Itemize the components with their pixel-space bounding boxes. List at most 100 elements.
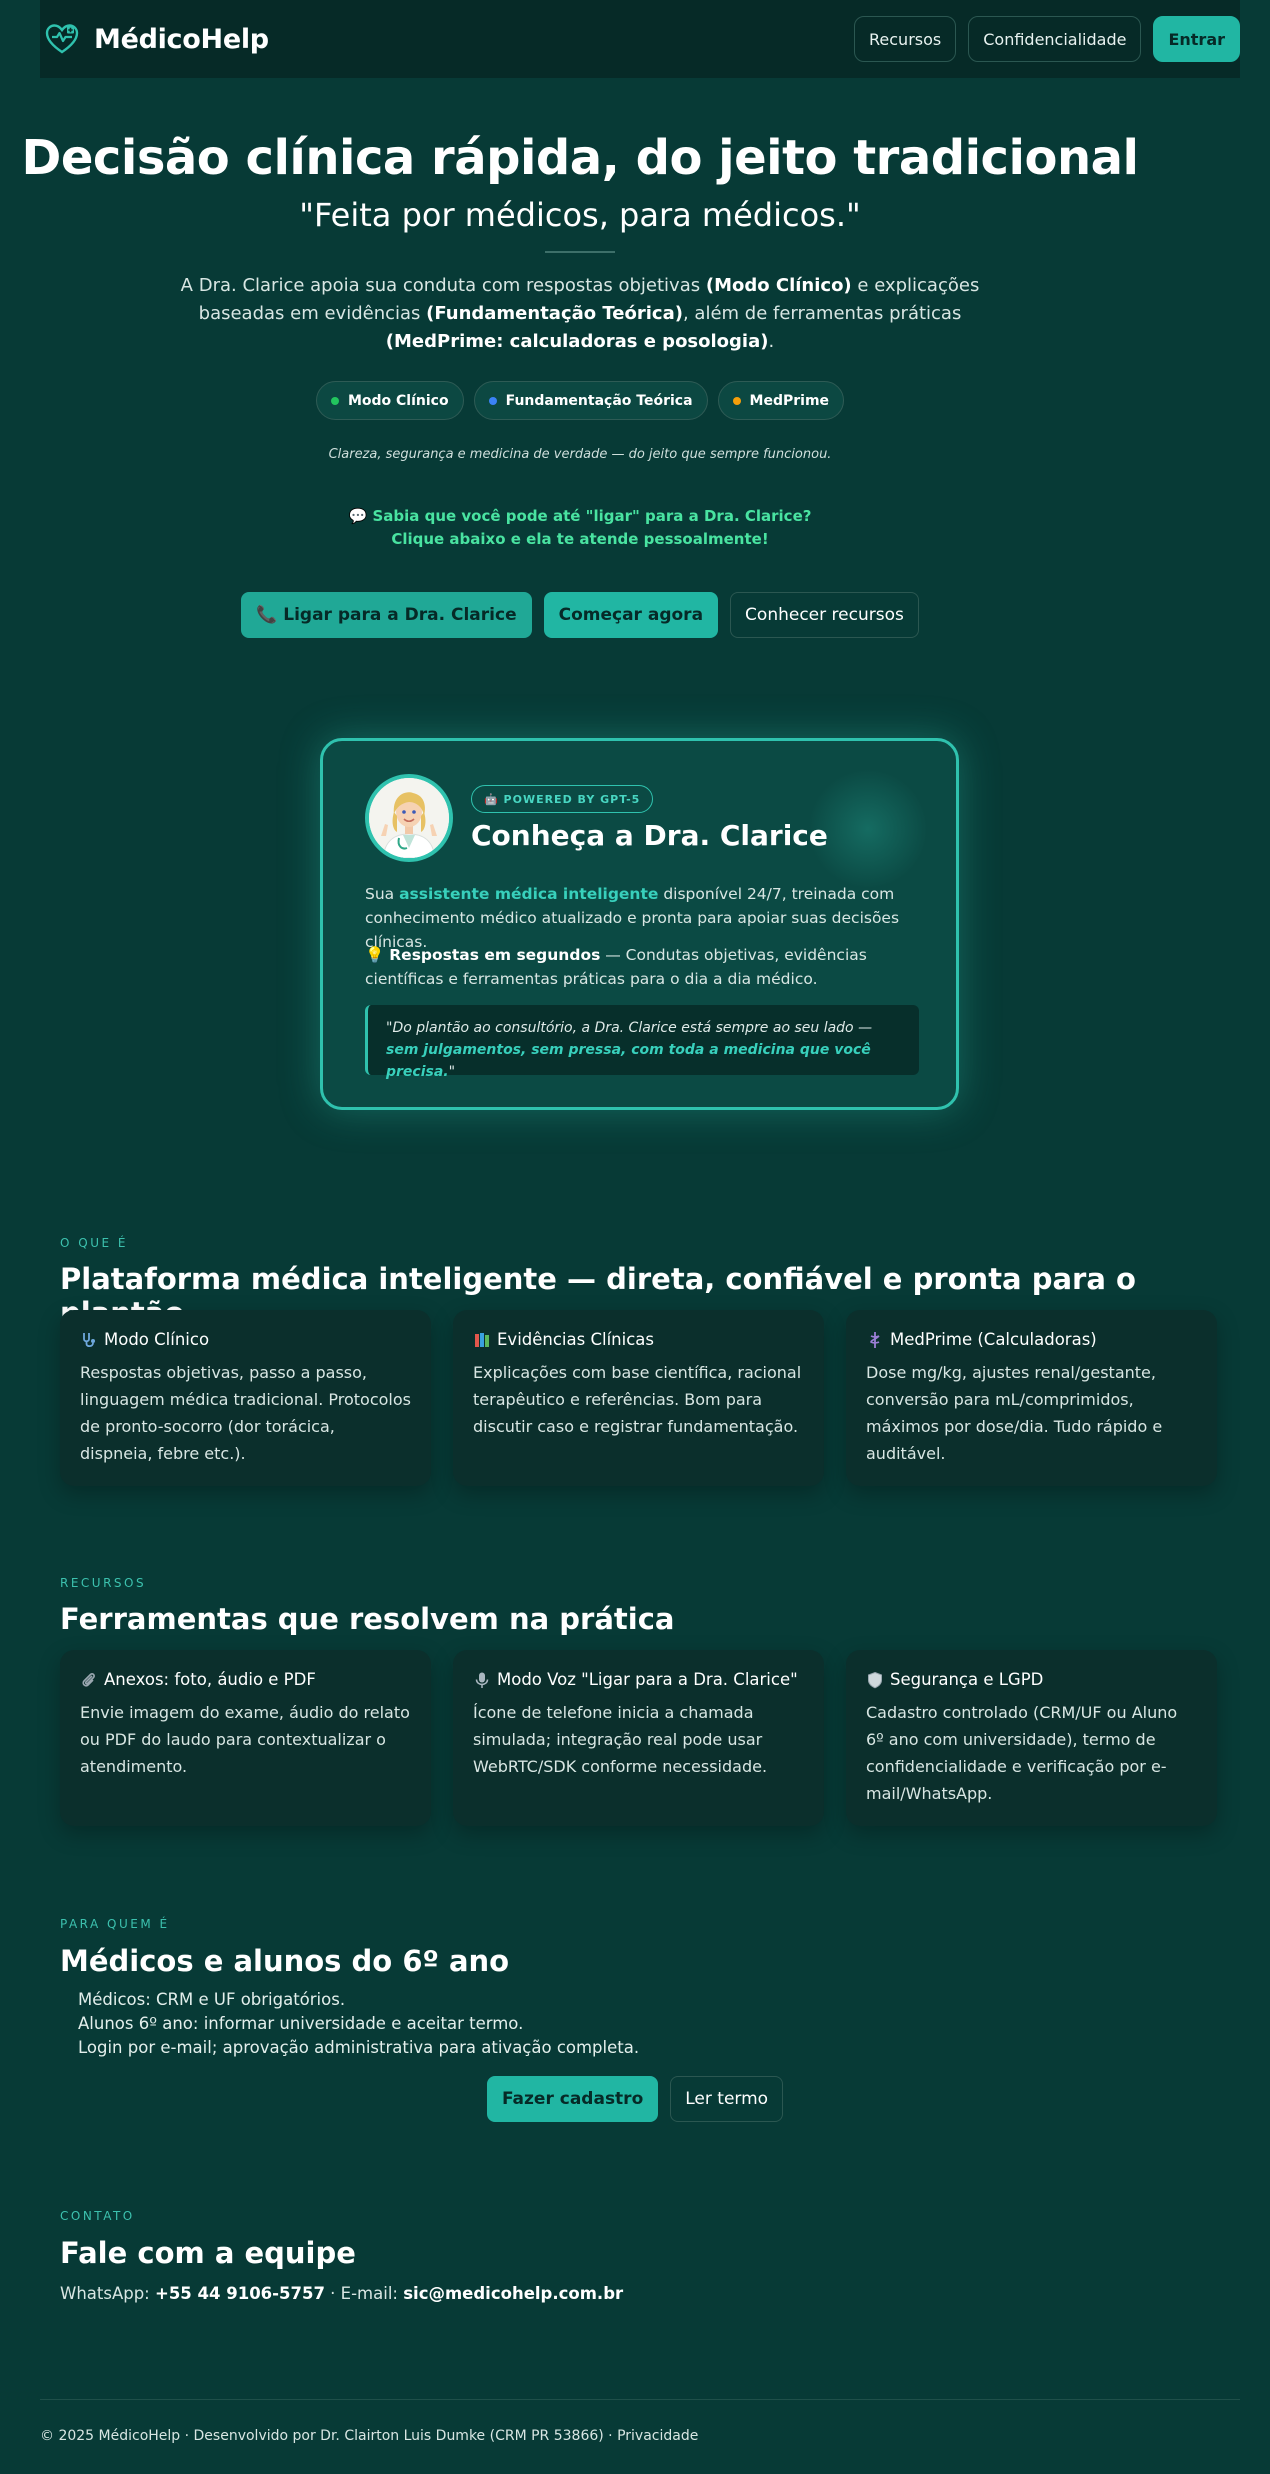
clarice-quote: "Do plantão ao consultório, a Dra. Clari… [365, 1005, 919, 1080]
footer-divider [40, 2399, 1240, 2400]
clarice-bold: Respostas em segundos [389, 946, 601, 964]
list-item: Alunos 6º ano: informar universidade e a… [78, 2014, 524, 2033]
quote-text: "Do plantão ao consultório, a Dra. Clari… [386, 1020, 873, 1036]
clarice-avatar [365, 774, 453, 862]
hero-desc-bold: (Modo Clínico) [705, 275, 852, 296]
resources-cards: Anexos: foto, áudio e PDF Envie imagem d… [60, 1650, 1218, 1826]
whatsapp-label: WhatsApp: [60, 2284, 155, 2303]
hero-desc-bold: (Fundamentação Teórica) [426, 303, 683, 324]
card-body: Envie imagem do exame, áudio do relato o… [80, 1703, 410, 1776]
call-hint-line: 💬 Sabia que você pode até "ligar" para a… [348, 507, 812, 525]
pill-label: MedPrime [749, 392, 830, 409]
what-cards: Modo Clínico Respostas objetivas, passo … [60, 1310, 1218, 1486]
brand-name: MédicoHelp [94, 23, 269, 55]
card-modo-voz: Modo Voz "Ligar para a Dra. Clarice" Íco… [453, 1650, 824, 1826]
read-terms-button[interactable]: Ler termo [670, 2076, 784, 2122]
clarice-text: Sua [365, 885, 400, 903]
contact-title: Fale com a equipe [60, 2236, 356, 2270]
audience-ctas: Fazer cadastro Ler termo [0, 2076, 1270, 2122]
clarice-card: 🤖 POWERED BY GPT-5 Conheça a Dra. Claric… [320, 738, 959, 1110]
signup-button[interactable]: Fazer cadastro [486, 2076, 659, 2122]
gpt-badge: 🤖 POWERED BY GPT-5 [471, 785, 654, 813]
card-title: Evidências Clínicas [497, 1330, 654, 1349]
card-title: MedPrime (Calculadoras) [890, 1330, 1097, 1349]
hero-divider [545, 251, 615, 253]
login-button[interactable]: Entrar [1153, 16, 1240, 62]
audience-eyebrow: PARA QUEM É [60, 1917, 170, 1931]
card-modo-clinico: Modo Clínico Respostas objetivas, passo … [60, 1310, 431, 1486]
clarice-title: Conheça a Dra. Clarice [471, 819, 828, 852]
card-title: Anexos: foto, áudio e PDF [104, 1670, 316, 1689]
audience-list: Médicos: CRM e UF obrigatórios. Alunos 6… [78, 1988, 639, 2060]
list-item: Login por e-mail; aprovação administrati… [78, 2038, 640, 2057]
pill-medprime: MedPrime [717, 381, 845, 420]
top-nav: Recursos Confidencialidade Entrar [854, 16, 1240, 62]
nav-confidencialidade-button[interactable]: Confidencialidade [968, 16, 1142, 62]
card-medprime: MedPrime (Calculadoras) Dose mg/kg, ajus… [846, 1310, 1217, 1486]
hero-title: Decisão clínica rápida, do jeito tradici… [21, 130, 1139, 186]
orange-dot-icon [732, 396, 741, 405]
whatsapp-number[interactable]: +55 44 9106-5757 [155, 2284, 325, 2303]
clarice-text: disponível 24/7, treinada com conhecimen… [365, 885, 900, 951]
card-title-row: Modo Clínico [80, 1330, 411, 1349]
card-title-row: Segurança e LGPD [866, 1670, 1197, 1689]
audience-title: Médicos e alunos do 6º ano [60, 1944, 510, 1978]
hero-desc-text: e explicações baseadas em evidências [198, 275, 980, 324]
mode-pills: Modo Clínico Fundamentação Teórica MedPr… [0, 381, 1160, 420]
what-eyebrow: O QUE É [60, 1236, 128, 1250]
hero-subtitle: "Feita por médicos, para médicos." [299, 196, 861, 234]
card-title-row: Modo Voz "Ligar para a Dra. Clarice" [473, 1670, 804, 1689]
resources-title: Ferramentas que resolvem na prática [60, 1602, 675, 1636]
card-title: Modo Voz "Ligar para a Dra. Clarice" [497, 1670, 798, 1689]
call-hint-line: Clique abaixo e ela te atende pessoalmen… [391, 530, 769, 548]
brand[interactable]: MédicoHelp [44, 21, 269, 57]
card-seguranca: Segurança e LGPD Cadastro controlado (CR… [846, 1650, 1217, 1826]
footer-text: © 2025 MédicoHelp · Desenvolvido por Dr.… [40, 2428, 699, 2444]
contact-line: WhatsApp: +55 44 9106-5757 · E-mail: sic… [60, 2284, 623, 2303]
see-features-button[interactable]: Conhecer recursos [730, 592, 919, 638]
top-header: MédicoHelp Recursos Confidencialidade En… [40, 0, 1240, 78]
list-item: Médicos: CRM e UF obrigatórios. [78, 1990, 346, 2009]
clarice-highlight: assistente médica inteligente [399, 885, 659, 903]
books-icon [475, 1332, 489, 1347]
doctor-avatar-icon [369, 778, 449, 858]
pill-fundamentacao: Fundamentação Teórica [473, 381, 708, 420]
pill-label: Fundamentação Teórica [505, 392, 693, 409]
quote-text: " [448, 1064, 456, 1080]
stethoscope-icon [83, 1332, 95, 1347]
card-evidencias: Evidências Clínicas Explicações com base… [453, 1310, 824, 1486]
hero-desc-text: A Dra. Clarice apoia sua conduta com res… [180, 275, 706, 296]
hero-tagline: Clareza, segurança e medicina de verdade… [328, 447, 832, 462]
card-body: Ícone de telefone inicia a chamada simul… [473, 1703, 768, 1776]
hero-desc-text: , além de ferramentas práticas [682, 303, 962, 324]
card-title: Segurança e LGPD [890, 1670, 1044, 1689]
clarice-text: — Condutas objetivas, evidências científ… [365, 946, 867, 988]
clarice-intro: Sua assistente médica inteligente dispon… [365, 882, 925, 954]
card-title: Modo Clínico [104, 1330, 210, 1349]
contact-eyebrow: CONTATO [60, 2209, 135, 2223]
card-body: Explicações com base científica, raciona… [473, 1363, 802, 1436]
microphone-icon [475, 1672, 489, 1688]
nav-recursos-button[interactable]: Recursos [854, 16, 957, 62]
call-clarice-button[interactable]: 📞 Ligar para a Dra. Clarice [241, 592, 532, 638]
quote-highlight: sem julgamentos, sem pressa, com toda a … [386, 1042, 871, 1080]
resources-eyebrow: RECURSOS [60, 1576, 147, 1590]
pill-label: Modo Clínico [347, 392, 449, 409]
card-anexos: Anexos: foto, áudio e PDF Envie imagem d… [60, 1650, 431, 1826]
card-glow [808, 769, 928, 889]
caduceus-icon [870, 1331, 880, 1348]
lightbulb-icon: 💡 [365, 946, 385, 964]
hero-desc-bold: (MedPrime: calculadoras e posologia) [385, 331, 769, 352]
shield-icon [868, 1671, 882, 1688]
email-address[interactable]: sic@medicohelp.com.br [403, 2284, 624, 2303]
card-title-row: Anexos: foto, áudio e PDF [80, 1670, 411, 1689]
hero-description: A Dra. Clarice apoia sua conduta com res… [180, 272, 980, 356]
hero-desc-text: . [768, 331, 775, 352]
call-hint: 💬 Sabia que você pode até "ligar" para a… [0, 505, 1160, 551]
card-title-row: MedPrime (Calculadoras) [866, 1330, 1197, 1349]
card-body: Respostas objetivas, passo a passo, ling… [80, 1363, 411, 1463]
hero-ctas: 📞 Ligar para a Dra. Clarice Começar agor… [0, 592, 1160, 638]
card-body: Dose mg/kg, ajustes renal/gestante, conv… [866, 1363, 1163, 1463]
card-body: Cadastro controlado (CRM/UF ou Aluno 6º … [866, 1703, 1178, 1803]
start-now-button[interactable]: Começar agora [543, 592, 719, 638]
